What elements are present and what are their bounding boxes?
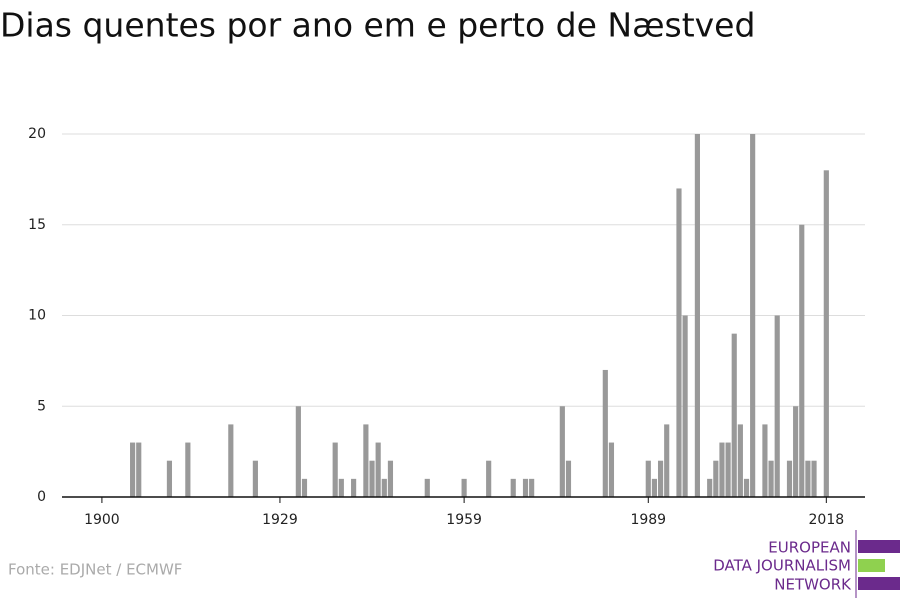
bar xyxy=(805,460,811,497)
bar xyxy=(130,442,136,497)
bar xyxy=(719,442,725,497)
bar xyxy=(793,406,799,497)
bar xyxy=(338,478,344,497)
bar xyxy=(731,333,737,497)
logo-bar xyxy=(858,559,885,572)
bar xyxy=(565,460,572,497)
logo-text: NETWORK xyxy=(774,576,852,594)
bar xyxy=(559,406,565,497)
bar xyxy=(295,406,301,497)
bar xyxy=(228,424,234,497)
bar xyxy=(737,424,743,497)
bar xyxy=(387,460,394,497)
bar xyxy=(602,369,608,497)
bar xyxy=(351,478,357,497)
x-tick-label: 2018 xyxy=(809,512,845,528)
y-tick-label: 10 xyxy=(28,308,46,324)
bar xyxy=(301,478,308,497)
bar xyxy=(682,315,688,497)
bar xyxy=(381,478,387,497)
bar xyxy=(185,442,191,497)
bar xyxy=(608,442,615,497)
x-tick-label: 1929 xyxy=(262,512,298,528)
bar xyxy=(166,460,173,497)
bar xyxy=(529,478,535,497)
bar xyxy=(657,460,664,497)
logo-text: EUROPEAN xyxy=(768,539,851,557)
bar xyxy=(136,442,142,497)
y-tick-label: 20 xyxy=(28,126,46,142)
source: Fonte: EDJNet / ECMWF xyxy=(8,561,182,579)
bar xyxy=(332,442,338,497)
bar xyxy=(369,460,375,497)
y-tick-label: 0 xyxy=(37,489,46,505)
bar xyxy=(676,188,682,497)
bar xyxy=(707,478,713,497)
bar xyxy=(486,460,492,497)
bar xyxy=(664,424,670,497)
x-tick-label: 1959 xyxy=(446,512,482,528)
logo-bar xyxy=(858,540,900,553)
x-tick-label: 1989 xyxy=(630,512,666,528)
bar xyxy=(651,478,658,497)
bar xyxy=(786,460,793,497)
x-tick-label: 1900 xyxy=(84,512,120,528)
logo-text: DATA JOURNALISM xyxy=(713,557,851,575)
bar xyxy=(823,170,829,498)
bar xyxy=(694,134,700,497)
bar xyxy=(461,478,467,497)
bar xyxy=(522,478,529,497)
bar xyxy=(762,424,768,497)
chart-title: Dias quentes por ano em e perto de Næstv… xyxy=(0,6,755,45)
bar xyxy=(743,478,750,497)
logo-bar xyxy=(858,577,900,590)
bar xyxy=(713,460,719,497)
bar xyxy=(811,460,817,497)
bar xyxy=(363,424,369,497)
bar xyxy=(510,478,516,497)
bar xyxy=(750,134,756,497)
bar xyxy=(799,224,805,497)
y-tick-label: 15 xyxy=(28,217,46,233)
y-tick-label: 5 xyxy=(37,398,46,414)
bar xyxy=(645,460,651,497)
bar xyxy=(252,460,258,497)
bar xyxy=(774,315,780,497)
bar xyxy=(424,478,430,497)
bar xyxy=(375,442,381,497)
bar xyxy=(725,442,731,497)
bar xyxy=(768,460,774,497)
